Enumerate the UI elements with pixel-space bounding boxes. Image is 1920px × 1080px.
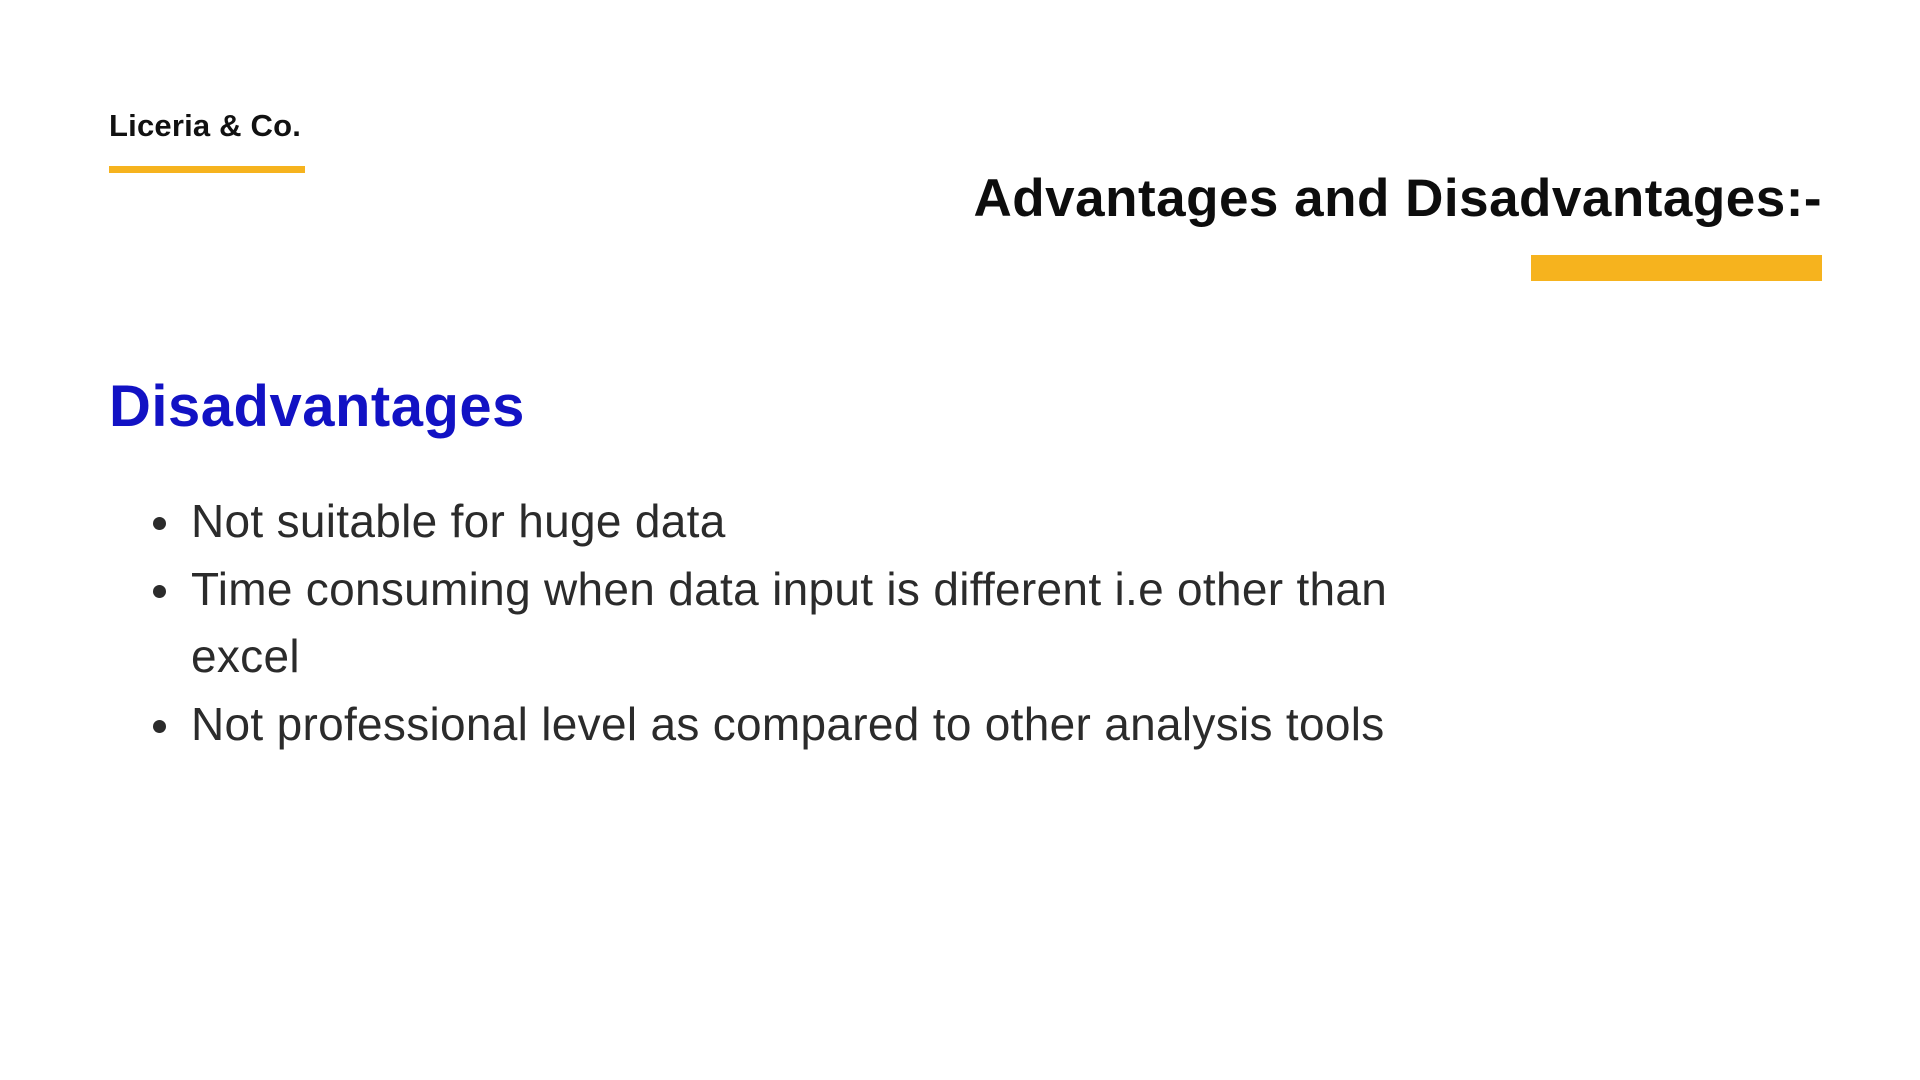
bullet-text: Not professional level as compared to ot… [191,697,1385,750]
bullet-dot-icon [153,584,166,598]
brand-underline [109,166,305,173]
bullet-dot-icon [153,719,166,733]
bullet-text: Time consuming when data input is differ… [191,562,1388,683]
bullet-text: Not suitable for huge data [191,495,726,547]
brand-name: Liceria & Co. [109,108,302,143]
bullet-item: Time consuming when data input is differ… [136,556,1476,691]
bullet-item: Not professional level as compared to ot… [136,691,1476,759]
slide-title: Advantages and Disadvantages:- [973,169,1822,228]
section-heading: Disadvantages [109,374,525,439]
bullet-list: Not suitable for huge data Time consumin… [136,488,1476,758]
bullet-dot-icon [153,517,166,530]
title-accent-bar [1531,255,1822,281]
bullet-item: Not suitable for huge data [136,488,1476,556]
